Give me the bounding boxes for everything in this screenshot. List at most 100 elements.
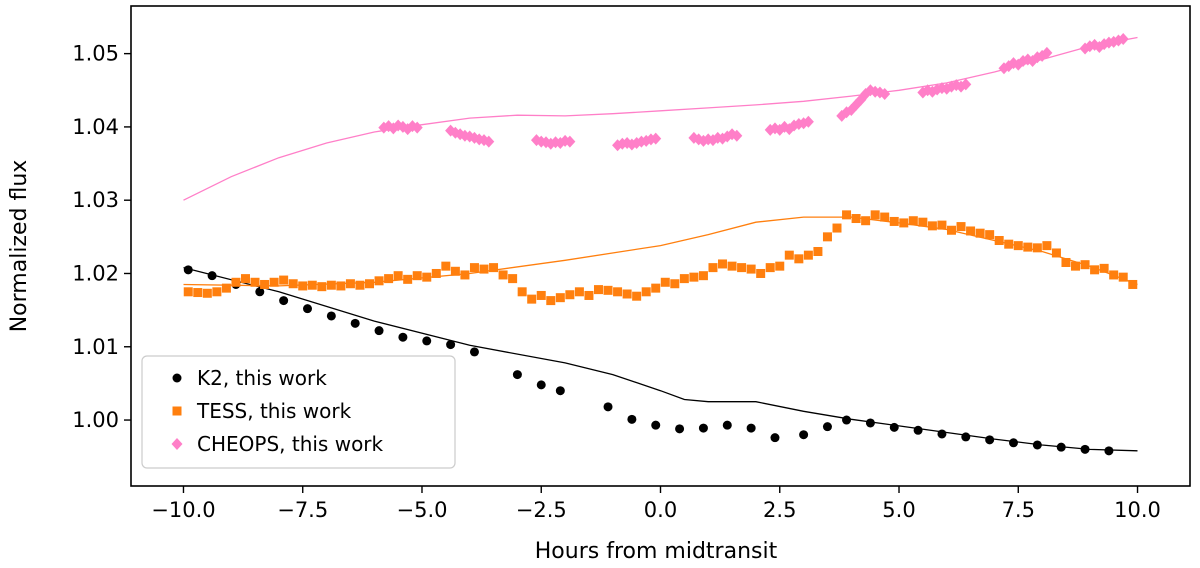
tess-point — [221, 283, 231, 293]
tess-point — [374, 276, 384, 286]
tess-point — [765, 263, 775, 273]
k2-point — [279, 296, 289, 306]
tess-point — [498, 270, 508, 280]
cheops-point — [774, 123, 786, 136]
k2-point — [1009, 438, 1018, 448]
legend-label-k2: K2, this work — [197, 366, 327, 390]
tess-point — [956, 222, 966, 232]
k2-point — [207, 271, 217, 281]
x-tick-label: −2.5 — [516, 498, 567, 522]
tess-point — [889, 216, 899, 226]
tess-point — [298, 281, 308, 291]
k2-point — [446, 340, 456, 350]
y-tick-label: 1.03 — [72, 188, 119, 212]
tess-point — [803, 250, 813, 260]
k2-point — [350, 318, 360, 328]
tess-point — [794, 254, 804, 264]
tess-point — [517, 287, 527, 297]
k2-point — [469, 347, 479, 357]
tess-point — [1004, 239, 1014, 249]
x-tick-label: −7.5 — [277, 498, 328, 522]
tess-point — [660, 277, 670, 287]
k2-point — [698, 423, 708, 433]
tess-point — [240, 274, 250, 284]
legend: K2, this work TESS, this work CHEOPS, th… — [141, 355, 456, 469]
tess-point — [441, 261, 451, 271]
tess-point — [679, 274, 689, 284]
tess-point — [622, 289, 632, 299]
k2-point — [799, 430, 809, 440]
k2-point — [398, 332, 408, 342]
cheops-point — [483, 135, 495, 148]
tess-point — [966, 226, 976, 236]
plot-frame — [130, 5, 1191, 487]
legend-label-cheops: CHEOPS, this work — [197, 432, 384, 456]
tess-point — [231, 277, 241, 287]
k2-point — [913, 425, 923, 435]
k2-point — [603, 402, 613, 412]
x-tick-label: 5.0 — [882, 498, 915, 522]
k2-point — [822, 422, 832, 432]
tess-point — [212, 287, 222, 297]
x-tick-label: −5.0 — [396, 498, 447, 522]
tess-point — [946, 225, 956, 235]
tess-model-line — [183, 216, 1138, 287]
k2-point — [842, 415, 852, 425]
legend-label-tess: TESS, this work — [196, 399, 352, 423]
cheops-point — [960, 78, 972, 91]
y-axis-ticks: 1.00 1.01 1.02 1.03 1.04 1.05 — [72, 42, 131, 432]
tess-point — [593, 285, 603, 295]
k2-point — [961, 432, 971, 442]
tess-point — [1061, 257, 1071, 267]
cheops-point — [1041, 46, 1053, 59]
tess-point — [193, 288, 203, 298]
tess-point — [842, 210, 852, 220]
k2-point — [985, 435, 995, 445]
tess-point — [565, 290, 575, 300]
tess-point — [851, 214, 861, 224]
tess-point — [641, 287, 651, 297]
tess-point — [1090, 265, 1100, 275]
tess-point — [1099, 263, 1109, 273]
tess-point — [584, 290, 594, 300]
tess-point — [393, 271, 403, 281]
x-axis-label: Hours from midtransit — [535, 539, 778, 564]
tess-point — [288, 279, 298, 289]
tess-point — [1118, 272, 1128, 282]
y-tick-label: 1.01 — [72, 335, 119, 359]
cheops-point — [650, 132, 662, 145]
tess-point — [1023, 242, 1033, 252]
tess-point — [708, 263, 718, 273]
tess-point — [718, 259, 728, 269]
data-points — [183, 32, 1138, 456]
x-tick-label: 7.5 — [1002, 498, 1035, 522]
tess-point — [746, 264, 756, 274]
tess-point — [880, 212, 890, 222]
cheops-point — [1003, 60, 1015, 73]
k2-point — [536, 380, 546, 390]
tess-point — [326, 280, 336, 290]
tess-point — [1013, 241, 1023, 251]
tess-point — [317, 282, 327, 292]
cheops-point — [731, 129, 743, 142]
k2-point — [422, 336, 432, 346]
legend-marker-k2 — [172, 373, 182, 383]
tess-point — [384, 274, 394, 284]
tess-point — [489, 263, 499, 273]
cheops-point — [1117, 32, 1129, 45]
tess-point — [651, 283, 661, 293]
tess-point — [727, 261, 737, 271]
tess-point — [336, 281, 346, 291]
tess-point — [899, 218, 909, 228]
tess-point — [613, 287, 623, 297]
tess-point — [1032, 243, 1042, 253]
y-tick-label: 1.04 — [72, 115, 119, 139]
cheops-point — [411, 121, 423, 134]
tess-point — [460, 270, 470, 280]
x-tick-label: 10.0 — [1114, 498, 1161, 522]
tess-point — [603, 285, 613, 295]
tess-point — [689, 272, 699, 282]
tess-point — [975, 228, 985, 238]
cheops-model-line — [183, 36, 1138, 201]
tess-point — [546, 296, 556, 306]
